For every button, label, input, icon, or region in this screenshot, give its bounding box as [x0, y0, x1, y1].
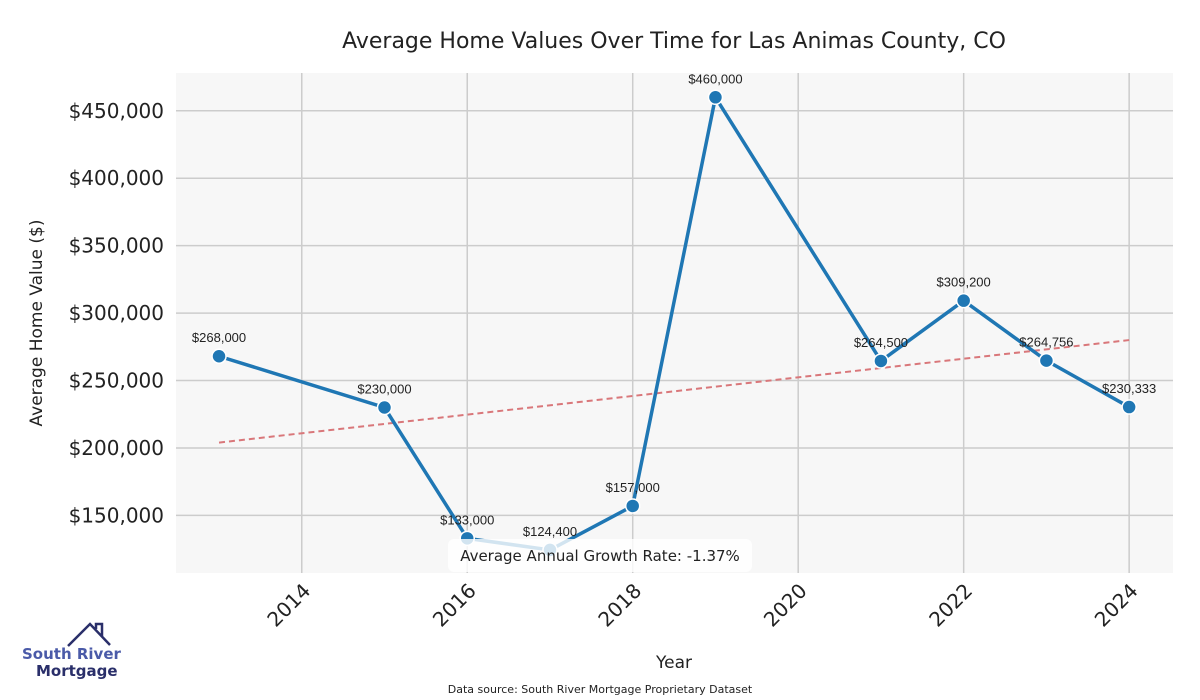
data-label: $264,500 — [854, 335, 908, 350]
data-point — [1038, 352, 1055, 369]
data-label: $264,756 — [1019, 335, 1073, 350]
x-tick-label: 2024 — [1090, 579, 1143, 632]
logo-line2: Mortgage — [36, 662, 118, 680]
x-tick-label: 2022 — [924, 579, 977, 632]
data-point — [955, 292, 972, 309]
y-tick-label: $150,000 — [69, 503, 164, 527]
data-label: $230,000 — [357, 382, 411, 397]
data-point — [873, 353, 889, 369]
data-label: $133,000 — [440, 512, 494, 527]
y-tick-label: $450,000 — [69, 99, 164, 123]
chart-title: Average Home Values Over Time for Las An… — [342, 29, 1006, 54]
y-tick-label: $200,000 — [69, 436, 164, 460]
y-tick-label: $250,000 — [69, 369, 164, 393]
trend-line — [218, 339, 1130, 444]
company-logo: South River Mortgage — [22, 622, 122, 680]
y-tick-label: $400,000 — [69, 166, 164, 190]
data-label: $460,000 — [688, 71, 742, 86]
growth-rate-annotation: Average Annual Growth Rate: -1.37% — [460, 547, 740, 565]
data-point — [1121, 399, 1137, 415]
x-tick-label: 2016 — [428, 579, 481, 632]
data-point — [376, 399, 393, 416]
data-point — [707, 89, 724, 106]
y-axis-label: Average Home Value ($) — [27, 220, 47, 427]
annotation-box — [448, 539, 752, 572]
data-point — [624, 498, 641, 514]
data-source: Data source: South River Mortgage Propri… — [448, 683, 753, 696]
logo-line1: South River — [22, 645, 122, 663]
data-label: $268,000 — [192, 330, 246, 345]
data-label: $124,400 — [523, 524, 577, 539]
x-tick-label: 2018 — [593, 579, 646, 632]
data-label: $309,200 — [937, 275, 991, 290]
series-line — [218, 95, 1131, 552]
plot-area — [176, 73, 1173, 573]
x-tick-label: 2014 — [262, 579, 315, 632]
house-icon — [67, 622, 111, 647]
data-label: $230,333 — [1102, 381, 1156, 396]
data-point — [211, 348, 227, 364]
y-tick-label: $300,000 — [69, 301, 164, 325]
x-axis-label: Year — [655, 653, 692, 673]
data-label: $157,000 — [606, 480, 660, 495]
y-tick-label: $350,000 — [69, 234, 164, 258]
x-tick-label: 2020 — [759, 579, 812, 632]
